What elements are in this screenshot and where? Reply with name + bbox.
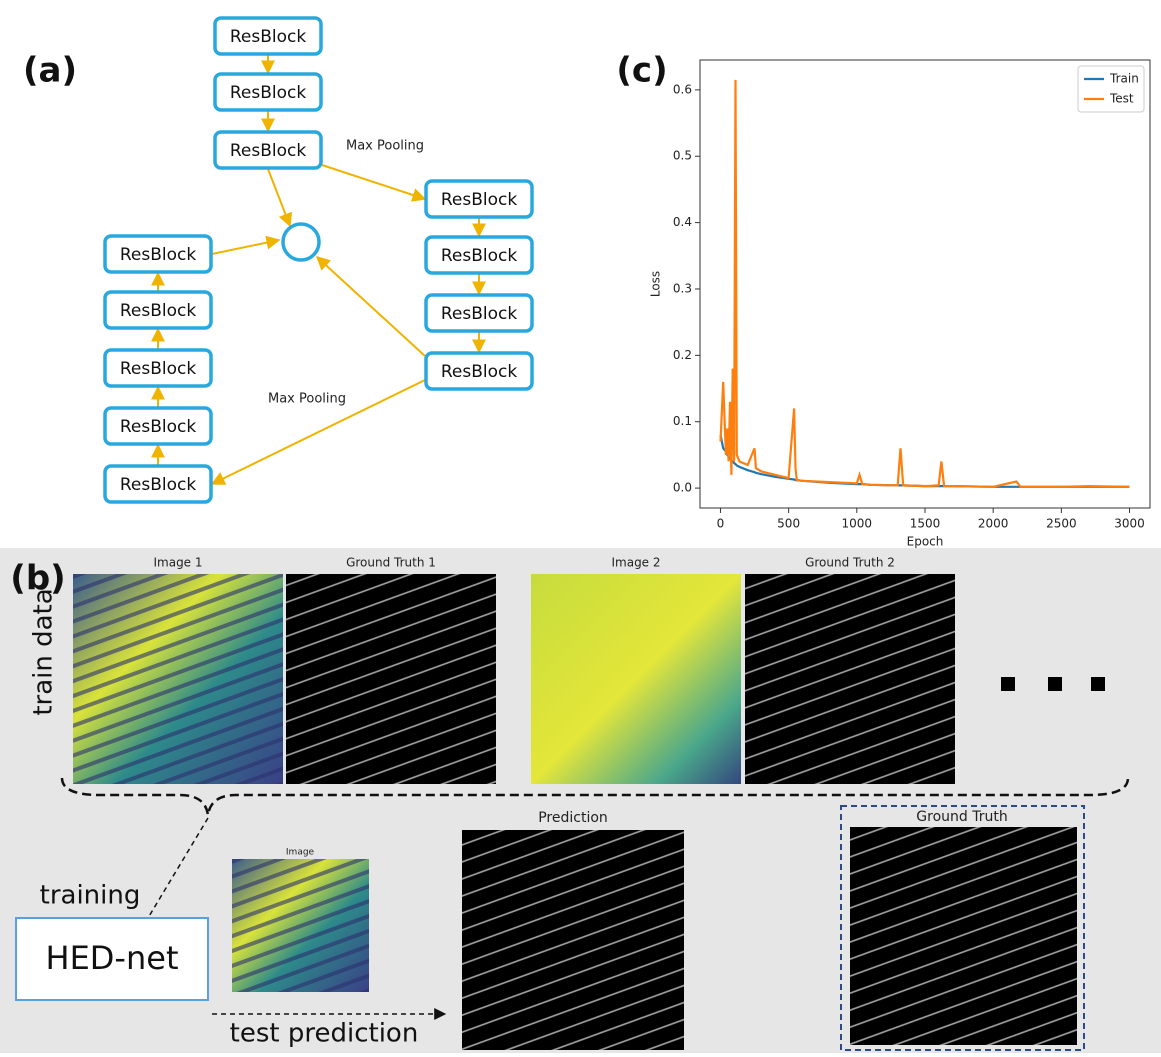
resblock <box>213 130 323 170</box>
highlight-box <box>840 805 1085 1051</box>
legend-box <box>1077 65 1145 113</box>
train-label: train data <box>29 588 59 715</box>
label: Image 1 <box>153 556 202 570</box>
arrow <box>210 379 426 485</box>
arrow <box>211 235 281 255</box>
label: Ground Truth 2 <box>805 556 895 570</box>
ellipsis-dot <box>1001 677 1015 691</box>
label: test prediction <box>230 1019 419 1049</box>
resblock <box>213 72 323 112</box>
label: Ground Truth 1 <box>346 556 436 570</box>
arrow <box>267 168 292 228</box>
legend-label: Train <box>1109 72 1139 86</box>
resblock <box>424 351 534 391</box>
label: ResBlock <box>441 190 517 210</box>
ellipsis-dot <box>1091 677 1105 691</box>
label: Image <box>286 848 315 858</box>
label: training <box>40 881 141 911</box>
y-axis-label: Loss <box>649 271 663 297</box>
plot-frame <box>699 59 1151 509</box>
model-box <box>15 917 209 1001</box>
label: (a) <box>23 51 77 91</box>
resblock <box>424 235 534 275</box>
resblock <box>213 16 323 56</box>
resblock <box>424 293 534 333</box>
y-tick-label: 0.1 <box>673 414 692 428</box>
x-axis-label: Epoch <box>907 535 944 549</box>
arrow <box>321 164 427 202</box>
resblock <box>103 406 213 446</box>
ellipsis-dot <box>1048 677 1062 691</box>
label: (c) <box>616 51 667 91</box>
label: Max Pooling <box>268 392 346 407</box>
resblock <box>103 348 213 388</box>
resblock <box>424 179 534 219</box>
x-tick-label: 1500 <box>910 517 941 531</box>
resblock <box>103 290 213 330</box>
image-texture <box>745 574 955 784</box>
legend-label: Test <box>1109 92 1134 106</box>
resblock <box>103 464 213 504</box>
label: ResBlock <box>441 304 517 324</box>
label: (b) <box>10 559 65 599</box>
root: (a) ResBlock ResBlock ResBlock ResBlock ResBl… <box>0 16 1161 1053</box>
image-texture <box>232 859 369 992</box>
label: ResBlock <box>120 417 196 437</box>
x-tick-label: 1000 <box>842 517 873 531</box>
image-texture <box>73 574 283 784</box>
image-texture <box>462 830 684 1050</box>
label: Ground Truth <box>916 809 1007 825</box>
y-tick-label: 0.3 <box>673 281 692 295</box>
resblock <box>103 234 213 274</box>
y-tick-label: 0.2 <box>673 348 692 362</box>
x-tick-label: 500 <box>777 517 800 531</box>
image <box>531 574 741 784</box>
y-tick-label: 0.6 <box>673 82 692 96</box>
image-texture <box>850 827 1077 1045</box>
label: Image 2 <box>611 556 660 570</box>
label: ResBlock <box>441 246 517 266</box>
x-tick-label: 3000 <box>1114 517 1145 531</box>
label: Max Pooling <box>346 139 424 154</box>
label: ResBlock <box>230 141 306 161</box>
x-tick-label: 2500 <box>1046 517 1077 531</box>
label: ResBlock <box>120 359 196 379</box>
label: ResBlock <box>230 83 306 103</box>
arrow <box>315 256 426 357</box>
y-tick-label: 0.4 <box>673 215 692 229</box>
y-tick-label: 0.5 <box>673 149 692 163</box>
merge-node <box>281 222 321 262</box>
label: Prediction <box>538 810 608 826</box>
x-tick-label: 2000 <box>978 517 1009 531</box>
series-line <box>719 79 1130 488</box>
label: ResBlock <box>120 245 196 265</box>
label: ResBlock <box>120 301 196 321</box>
y-tick-label: 0.0 <box>673 481 692 495</box>
label: ResBlock <box>230 27 306 47</box>
image-texture <box>286 574 496 784</box>
x-tick-label: 0 <box>717 517 725 531</box>
brace <box>60 777 1130 816</box>
label: ResBlock <box>441 362 517 382</box>
model-label: HED-net <box>46 939 179 977</box>
label: ResBlock <box>120 475 196 495</box>
